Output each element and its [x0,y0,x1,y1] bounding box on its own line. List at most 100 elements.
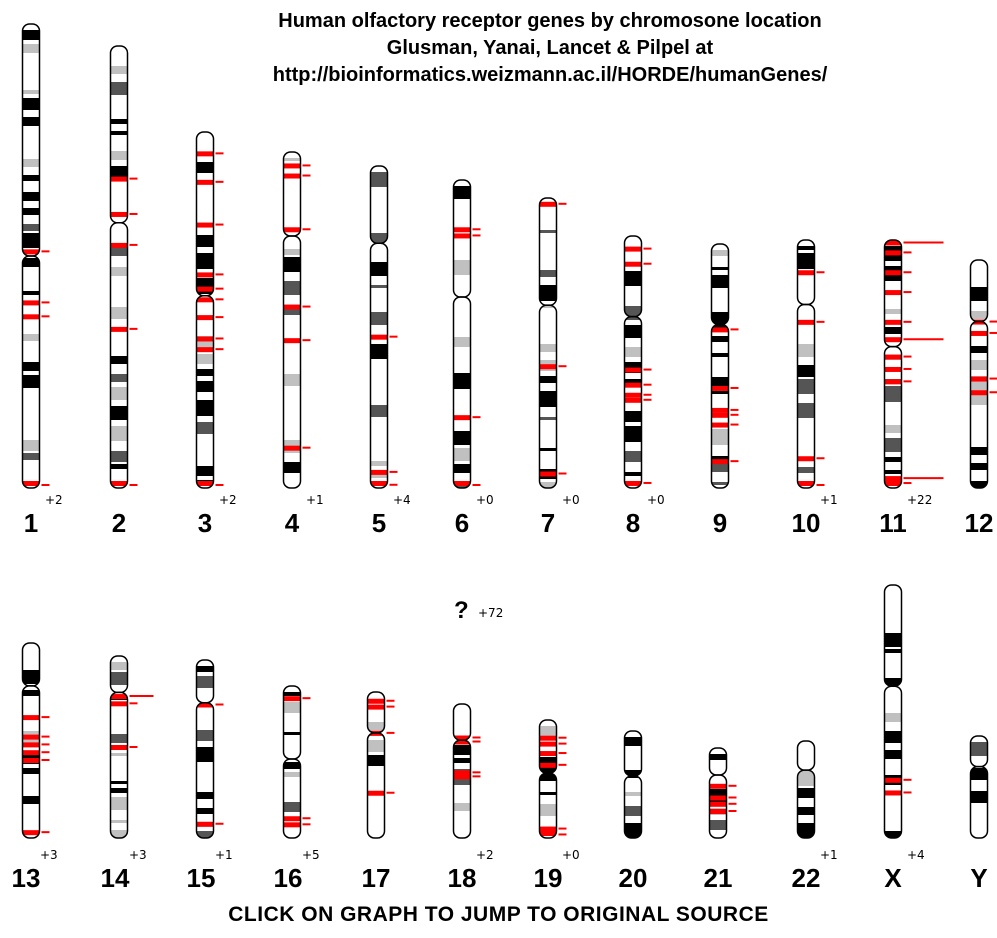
band [283,281,301,295]
chromosome-bands [970,736,988,838]
chromosome-2[interactable]: 2 [109,45,138,538]
chromosome-label: 16 [274,863,303,893]
band [196,792,214,799]
band [22,90,40,94]
title-line-2: Glusman, Yanai, Lancet & Pilpel at [386,37,714,59]
chromosome-18[interactable]: 18+2 [448,703,494,893]
gene-locus [196,151,214,157]
band [539,230,557,233]
unplaced-count: +1 [820,493,838,507]
chromosome-label: 2 [112,508,126,538]
band [884,386,902,402]
band [970,791,988,803]
gene-locus [624,392,642,398]
gene-locus [196,297,214,303]
band [110,406,128,420]
gene-locus [884,290,902,296]
gene-locus [711,412,729,418]
gene-locus [370,469,388,475]
gene-locus [709,801,727,807]
gene-locus [709,809,727,814]
band [196,381,214,392]
chromosome-4[interactable]: 4 +1 [282,151,324,538]
chromosome-label: 4 [285,508,300,538]
chromosome-15[interactable]: 15+1 [187,659,233,893]
chromosome-7[interactable]: 7 +0 [538,197,580,538]
gene-locus [283,696,301,702]
chromosome-outline-q [796,303,816,489]
chromosome-3[interactable]: 3 +2 [195,131,237,538]
gene-locus [539,741,557,747]
gene-locus [22,715,40,721]
gene-locus [196,481,214,486]
gene-locus [797,456,815,462]
band [22,98,40,110]
chromosome-12[interactable]: 12 [965,259,997,538]
gene-locus [539,364,557,370]
gene-locus [624,480,642,486]
chromosome-14[interactable]: 14+3 [101,655,154,893]
chromosome-y[interactable]: Y [969,735,989,893]
unplaced-count: +0 [476,493,494,507]
band [22,233,40,248]
chromosome-17[interactable]: 17 [362,691,395,893]
band [196,747,214,762]
chromosome-ideogram[interactable]: ? +72 1+22 3+24+15+46+07+08+09 10+111+2212… [0,0,997,900]
band [711,391,729,394]
unplaced-count: +2 [219,493,237,507]
chromosome-outline-q [109,222,129,489]
chromosome-1[interactable]: 1 +2 [21,23,63,538]
chromosome-bands [970,260,988,488]
chromosome-11[interactable]: 11+22 [879,239,944,538]
band [22,440,40,451]
band [196,466,214,476]
chromosome-8[interactable]: 8 +0 [623,235,665,538]
gene-locus [884,790,902,796]
gene-locus [453,735,471,741]
gene-locus [884,379,902,385]
chromosome-19[interactable]: 19+0 [534,719,580,893]
source-url-line[interactable]: http://bioinformatics.weizmann.ac.il/HOR… [272,64,828,86]
band [196,666,214,672]
chromosome-5[interactable]: 5 +4 [369,165,411,538]
chromosome-21[interactable]: 21 [704,747,737,893]
band [970,768,988,780]
chromosome-9[interactable]: 9 [710,243,739,538]
chromosome-16[interactable]: 16+5 [274,685,320,893]
band [711,456,729,461]
band [283,158,301,161]
band [711,267,729,270]
chromosome-x[interactable]: X +4 [883,584,925,893]
chromosome-13[interactable]: 13+3 [12,642,58,893]
chromosome-outline-q [969,765,989,839]
chromosome-bands [196,660,214,838]
chromosome-20[interactable]: 20 [619,730,648,893]
chromosome-label: 9 [713,508,727,538]
chromosome-bands [711,244,729,488]
gene-locus [110,481,128,486]
gene-locus [884,319,902,325]
gene-locus [453,774,471,780]
band [970,447,988,455]
gene-locus [453,227,471,233]
chromosome-10[interactable]: 10+1 [792,239,838,538]
band [283,249,301,255]
chromosome-6[interactable]: 6 +0 [452,179,494,538]
chromosome-bands [453,704,471,838]
band [884,649,902,653]
gene-locus [539,471,557,477]
chromosome-bands [797,240,815,488]
footer-link[interactable]: CLICK ON GRAPH TO JUMP TO ORIGINAL SOURC… [228,903,769,926]
band [453,373,471,389]
chromosome-bands [22,643,40,838]
unplaced-count: +3 [129,848,147,862]
band [110,672,128,685]
band [110,830,128,838]
band [283,772,301,777]
chromosome-bands [884,585,902,838]
band [624,792,642,796]
chromosome-outline-q [109,691,129,839]
band [709,820,727,830]
band [624,472,642,476]
chromosome-22[interactable]: 22+1 [792,740,838,893]
